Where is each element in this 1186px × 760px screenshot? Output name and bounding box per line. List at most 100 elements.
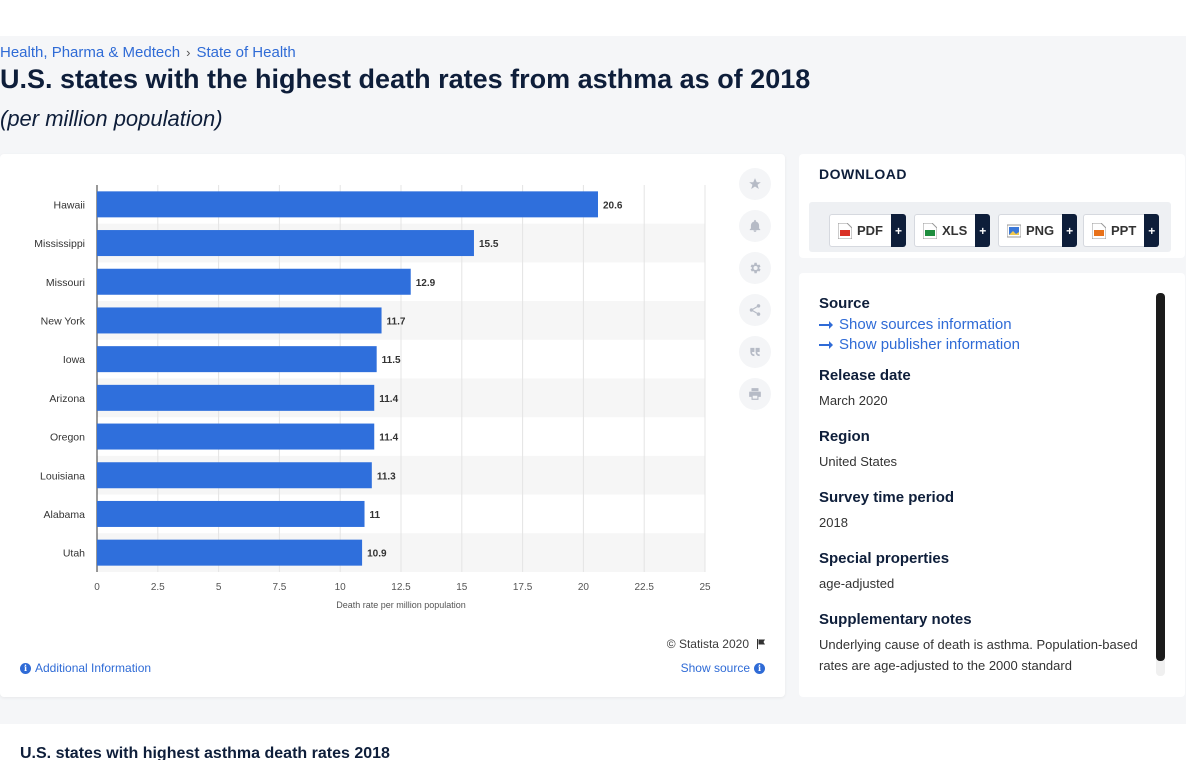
additional-info-label: Additional Information xyxy=(35,661,152,675)
bar xyxy=(97,384,375,411)
top-bar xyxy=(0,0,1186,36)
related-section: U.S. states with highest asthma death ra… xyxy=(0,724,1186,760)
statistic-details-panel: Source Show sources information Show pub… xyxy=(799,273,1185,697)
download-xls-button[interactable]: XLS + xyxy=(914,214,991,247)
breadcrumb-link-state-of-health[interactable]: State of Health xyxy=(196,44,296,61)
download-ppt-plus[interactable]: + xyxy=(1144,214,1160,247)
scrollbar-thumb[interactable] xyxy=(1156,293,1165,661)
gear-icon xyxy=(750,262,761,274)
category-label: Mississippi xyxy=(34,238,85,250)
data-label: 11 xyxy=(370,510,381,521)
additional-info-link[interactable]: i Additional Information xyxy=(20,661,151,675)
bar-chart: Hawaii 20.6 Mississippi 15.5 Missouri 12.9 New… xyxy=(34,185,711,610)
x-tick-label: 7.5 xyxy=(272,582,286,593)
x-tick-label: 5 xyxy=(216,582,222,593)
source-label: Source xyxy=(819,295,870,312)
download-panel: DOWNLOAD PDF + XLS + PNG + xyxy=(799,154,1185,258)
info-icon: i xyxy=(754,662,765,674)
release-date-value: March 2020 xyxy=(819,393,888,408)
cite-button[interactable] xyxy=(739,336,771,368)
show-publisher-link[interactable]: Show publisher information xyxy=(819,336,1139,353)
bar xyxy=(97,500,365,527)
page-subtitle: (per million population) xyxy=(0,106,223,131)
x-tick-label: 25 xyxy=(699,582,711,593)
settings-button[interactable] xyxy=(739,252,771,284)
release-date-label: Release date xyxy=(819,367,911,384)
star-icon xyxy=(749,178,761,189)
bar xyxy=(97,462,372,489)
data-label: 11.3 xyxy=(377,471,396,482)
survey-period-label: Survey time period xyxy=(819,489,955,506)
download-pdf-label: PDF xyxy=(857,223,883,238)
show-source-label: Show source xyxy=(680,661,750,675)
region-label: Region xyxy=(819,428,870,445)
x-tick-label: 12.5 xyxy=(391,582,411,593)
show-source-link[interactable]: Show source i xyxy=(681,661,765,675)
quote-icon xyxy=(750,347,760,357)
data-label: 12.9 xyxy=(416,278,436,289)
download-pdf-plus[interactable]: + xyxy=(891,214,906,247)
data-label: 10.9 xyxy=(367,549,387,560)
download-xls-label: XLS xyxy=(942,223,968,238)
download-xls-main: XLS xyxy=(914,214,976,247)
related-title: U.S. states with highest asthma death ra… xyxy=(20,745,390,760)
arrow-right-icon xyxy=(819,320,833,329)
special-properties-label: Special properties xyxy=(819,550,950,567)
details-scroll-area[interactable]: Source Show sources information Show pub… xyxy=(819,295,1139,676)
download-png-button[interactable]: PNG + xyxy=(998,214,1078,247)
supplementary-notes-value: Underlying cause of death is asthma. Pop… xyxy=(819,637,1138,673)
data-label: 20.6 xyxy=(603,200,623,211)
data-label: 11.5 xyxy=(382,355,401,366)
ppt-file-icon xyxy=(1092,222,1106,239)
download-ppt-button[interactable]: PPT + xyxy=(1083,214,1160,247)
download-xls-plus[interactable]: + xyxy=(975,214,991,247)
details-scrollbar[interactable] xyxy=(1156,293,1165,676)
flag-icon[interactable] xyxy=(755,638,767,650)
x-tick-label: 10 xyxy=(335,582,347,593)
category-label: New York xyxy=(41,315,86,327)
supplementary-notes-label: Supplementary notes xyxy=(819,611,972,628)
bar xyxy=(97,346,377,373)
x-tick-label: 2.5 xyxy=(151,582,165,593)
page-title: U.S. states with the highest death rates… xyxy=(0,64,811,94)
download-png-main: PNG xyxy=(998,214,1063,247)
show-sources-label: Show sources information xyxy=(839,316,1012,333)
download-ppt-main: PPT xyxy=(1083,214,1145,247)
bar xyxy=(97,539,363,566)
download-pdf-button[interactable]: PDF + xyxy=(829,214,906,247)
category-label: Iowa xyxy=(63,354,85,366)
favorite-button[interactable] xyxy=(739,168,771,200)
category-label: Hawaii xyxy=(53,199,85,211)
region-value: United States xyxy=(819,454,898,469)
bar xyxy=(97,230,474,257)
data-label: 11.7 xyxy=(387,316,406,327)
download-png-plus[interactable]: + xyxy=(1062,214,1078,247)
x-axis-title: Death rate per million population xyxy=(336,600,466,610)
print-icon xyxy=(749,388,761,400)
x-tick-label: 0 xyxy=(94,582,100,593)
download-options: PDF + XLS + PNG + PPT + xyxy=(809,202,1171,252)
pdf-file-icon xyxy=(838,222,852,239)
bar xyxy=(97,268,411,295)
category-label: Missouri xyxy=(46,277,85,289)
download-pdf-main: PDF xyxy=(829,214,891,247)
breadcrumb-link-health[interactable]: Health, Pharma & Medtech xyxy=(0,44,181,61)
notification-button[interactable] xyxy=(739,210,771,242)
breadcrumb: Health, Pharma & Medtech › State of Heal… xyxy=(0,44,296,61)
category-label: Alabama xyxy=(44,509,86,521)
download-ppt-label: PPT xyxy=(1111,223,1137,238)
png-file-icon xyxy=(1007,224,1021,237)
chart-card: Hawaii 20.6 Mississippi 15.5 Missouri 12.9 New… xyxy=(0,154,785,697)
download-title: DOWNLOAD xyxy=(819,166,907,182)
bar xyxy=(97,423,375,450)
show-sources-link[interactable]: Show sources information xyxy=(819,316,1139,333)
copyright-notice: © Statista 2020 xyxy=(667,637,767,651)
copyright-text: © Statista 2020 xyxy=(666,637,749,651)
category-label: Arizona xyxy=(49,393,85,405)
breadcrumb-separator: › xyxy=(186,45,191,60)
chart-tools xyxy=(739,168,771,410)
print-button[interactable] xyxy=(739,378,771,410)
show-publisher-label: Show publisher information xyxy=(839,336,1020,353)
data-label: 11.4 xyxy=(379,433,398,444)
share-button[interactable] xyxy=(739,294,771,326)
